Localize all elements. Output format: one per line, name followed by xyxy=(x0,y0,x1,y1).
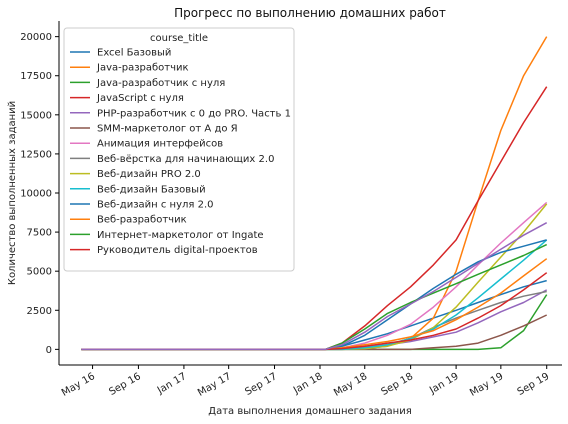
chart-title: Прогресс по выполнению домашних работ xyxy=(174,6,446,20)
legend-entry: Веб-дизайн с нуля 2.0 xyxy=(97,200,213,211)
y-tick-label: 5000 xyxy=(27,267,52,278)
x-tick-label: Sep 17 xyxy=(243,371,279,398)
x-tick-label: May 19 xyxy=(468,371,505,399)
series-line-12 xyxy=(81,258,548,351)
legend-entry: Веб-вёрстка для начинающих 2.0 xyxy=(97,154,274,165)
x-tick-label: Jan 18 xyxy=(291,371,324,397)
y-tick-label: 15000 xyxy=(20,110,52,121)
y-axis-label: Количество выполненных заданий xyxy=(7,101,18,285)
x-tick-label: May 17 xyxy=(196,371,233,399)
legend-items: Excel Базовый Java-разработчик Java-разраб… xyxy=(70,48,291,256)
series-line-1 xyxy=(81,279,547,351)
series-layer xyxy=(81,36,548,351)
x-tick-label: Sep 18 xyxy=(380,371,416,398)
legend-frame xyxy=(63,27,295,272)
y-axis-ticks: 0 2500 5000 7500 10000 12500 15000 17500 20000 xyxy=(20,32,59,356)
legend: course_title Excel Базовый Java-разработч… xyxy=(63,27,295,272)
y-tick-label: 7500 xyxy=(27,228,52,239)
series-line-15 xyxy=(81,222,548,351)
y-tick-label: 17500 xyxy=(20,71,52,82)
y-tick-label: 12500 xyxy=(20,149,52,160)
x-tick-label: Sep 16 xyxy=(107,371,143,398)
x-axis-ticks: May 16 Sep 16 Jan 17 May 17 Sep 17 Jan 18 May … xyxy=(60,365,551,399)
y-tick-label: 10000 xyxy=(20,189,52,200)
x-tick-label: Jan 17 xyxy=(155,371,188,397)
legend-entry: Анимация интерфейсов xyxy=(97,139,223,150)
legend-entry: Веб-дизайн Базовый xyxy=(97,184,206,195)
legend-entry: SMM-маркетолог от А до Я xyxy=(97,124,238,135)
x-axis-label: Дата выполнения домашнего задания xyxy=(208,406,411,417)
series-line-14 xyxy=(81,272,548,351)
x-tick-label: May 16 xyxy=(60,371,97,399)
x-tick-label: Sep 19 xyxy=(516,371,552,398)
legend-entry: Java-разработчик с нуля xyxy=(96,78,225,89)
x-tick-label: May 18 xyxy=(332,371,369,399)
series-line-8 xyxy=(81,290,547,351)
legend-entry: Excel Базовый xyxy=(97,48,171,59)
legend-entry: JavaScript с нуля xyxy=(96,93,184,104)
series-line-6 xyxy=(81,314,548,351)
series-line-11 xyxy=(81,239,547,351)
y-tick-label: 2500 xyxy=(27,306,52,317)
y-tick-label: 0 xyxy=(46,345,52,356)
legend-entry: Руководитель digital-проектов xyxy=(97,245,258,256)
legend-title: course_title xyxy=(150,33,208,44)
legend-entry: Интернет-маркетолог от Ingate xyxy=(97,230,264,241)
y-tick-label: 20000 xyxy=(20,32,52,43)
x-tick-label: Jan 19 xyxy=(427,371,460,397)
plot-area: 0 2500 5000 7500 10000 12500 15000 17500 20000 M… xyxy=(20,21,562,399)
legend-entry: Java-разработчик xyxy=(96,63,189,74)
legend-entry: Веб-дизайн PRO 2.0 xyxy=(97,169,201,180)
legend-entry: Веб-разработчик xyxy=(97,215,187,226)
legend-entry: PHP-разработчик с 0 до PRO. Часть 1 xyxy=(97,108,291,119)
